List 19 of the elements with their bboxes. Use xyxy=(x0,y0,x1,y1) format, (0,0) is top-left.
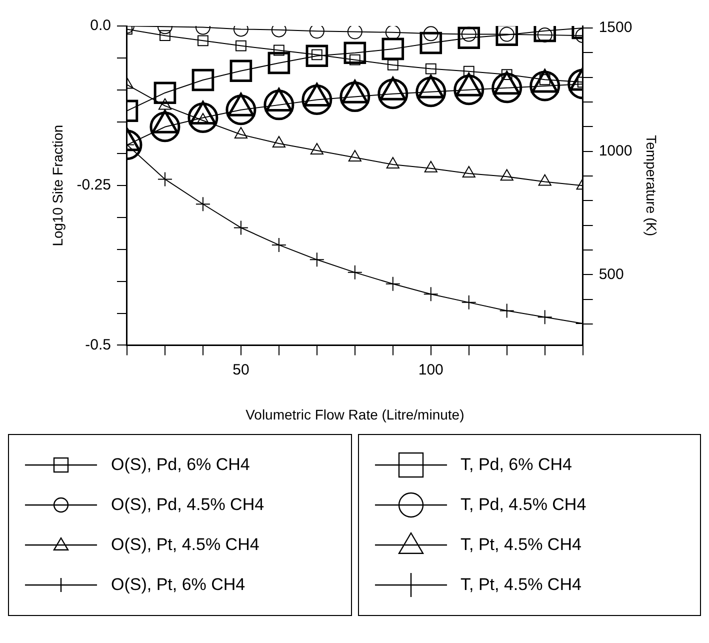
legend-label: T, Pd, 4.5% CH4 xyxy=(460,495,586,515)
y-tick-label: 0.0 xyxy=(90,17,111,34)
y2-tick-label: 1500 xyxy=(598,19,632,36)
legend-label: O(S), Pt, 6% CH4 xyxy=(111,575,246,595)
y2-axis-title: Temperature (K) xyxy=(644,135,660,236)
legend-label: T, Pd, 6% CH4 xyxy=(460,455,572,475)
legend-label: O(S), Pd, 4.5% CH4 xyxy=(111,495,264,515)
y2-tick-label: 500 xyxy=(598,266,624,283)
legend-label: T, Pt, 4.5% CH4 xyxy=(460,535,582,555)
x-axis-title: Volumetric Flow Rate (Litre/minute) xyxy=(246,406,464,422)
legend-label: O(S), Pd, 6% CH4 xyxy=(111,455,250,475)
y-tick-label: -0.5 xyxy=(85,336,111,354)
x-tick-label: 100 xyxy=(418,361,444,378)
legend-label: O(S), Pt, 4.5% CH4 xyxy=(111,535,260,555)
y-tick-label: -0.25 xyxy=(76,176,111,194)
y2-tick-label: 1000 xyxy=(598,142,632,160)
x-tick-label: 50 xyxy=(232,361,250,378)
y-axis-title: Log10 Site Fraction xyxy=(49,124,66,246)
legend-label: T, Pt, 4.5% CH4 xyxy=(460,575,582,595)
